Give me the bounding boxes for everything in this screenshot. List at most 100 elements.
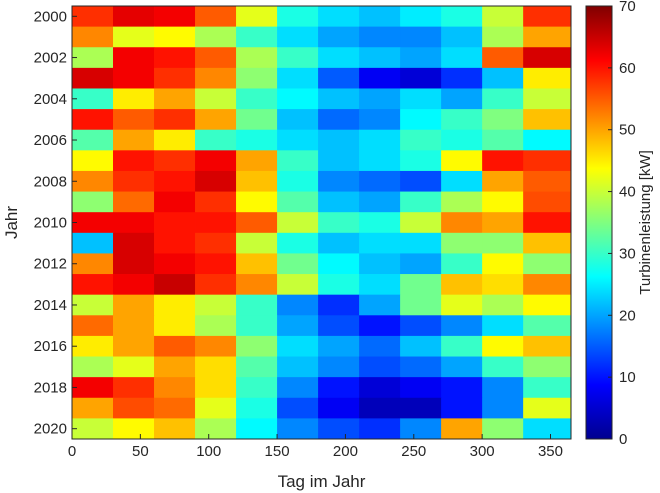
heatmap-cell bbox=[236, 315, 278, 337]
heatmap-cell bbox=[277, 397, 319, 419]
heatmap-cell bbox=[523, 315, 572, 337]
heatmap-cell bbox=[482, 274, 524, 296]
heatmap-cell bbox=[318, 315, 360, 337]
y-axis-label: Jahr bbox=[2, 206, 21, 239]
heatmap-cell bbox=[113, 88, 155, 110]
y-tick-label: 2012 bbox=[34, 256, 67, 273]
heatmap-cell bbox=[113, 67, 155, 89]
heatmap-cell bbox=[318, 129, 360, 151]
heatmap-cell bbox=[400, 47, 442, 69]
heatmap-cell bbox=[523, 253, 572, 275]
heatmap-cell bbox=[195, 6, 237, 28]
heatmap-cell bbox=[113, 335, 155, 357]
y-tick-label: 2020 bbox=[34, 421, 67, 438]
heatmap-cell bbox=[236, 253, 278, 275]
heatmap-cell bbox=[400, 170, 442, 192]
heatmap-cell bbox=[72, 253, 114, 275]
heatmap-cell bbox=[359, 315, 401, 337]
heatmap-cell bbox=[113, 397, 155, 419]
heatmap-cell bbox=[236, 6, 278, 28]
heatmap-cell bbox=[72, 356, 114, 378]
heatmap-cell bbox=[359, 356, 401, 378]
heatmap-cell bbox=[441, 253, 483, 275]
heatmap-cell bbox=[523, 356, 572, 378]
heatmap-cell bbox=[482, 47, 524, 69]
heatmap-cell bbox=[359, 129, 401, 151]
heatmap-cell bbox=[195, 26, 237, 48]
heatmap-cell bbox=[523, 191, 572, 213]
heatmap-cell bbox=[318, 294, 360, 316]
heatmap-cell bbox=[400, 335, 442, 357]
colorbar-tick-label: 10 bbox=[619, 369, 636, 386]
heatmap-cell bbox=[113, 47, 155, 69]
heatmap-cell bbox=[236, 274, 278, 296]
heatmap-cell bbox=[72, 150, 114, 172]
colorbar-gradient bbox=[585, 5, 613, 440]
heatmap-cell bbox=[154, 274, 196, 296]
heatmap-cell bbox=[482, 356, 524, 378]
heatmap-cell bbox=[113, 294, 155, 316]
heatmap-cell bbox=[482, 212, 524, 234]
heatmap-cell bbox=[154, 418, 196, 440]
heatmap-cell bbox=[72, 418, 114, 440]
heatmap-cell bbox=[400, 315, 442, 337]
colorbar-tick-label: 60 bbox=[619, 60, 636, 77]
heatmap-cell bbox=[318, 67, 360, 89]
heatmap-cell bbox=[72, 397, 114, 419]
heatmap-cell bbox=[318, 26, 360, 48]
y-tick-label: 2016 bbox=[34, 338, 67, 355]
heatmap-cell bbox=[318, 274, 360, 296]
heatmap-cell bbox=[277, 356, 319, 378]
heatmap-cell bbox=[154, 170, 196, 192]
heatmap-cell bbox=[441, 129, 483, 151]
heatmap-cell bbox=[523, 274, 572, 296]
heatmap-cell bbox=[154, 212, 196, 234]
colorbar-tick-label: 50 bbox=[619, 122, 636, 139]
heatmap-cell bbox=[236, 212, 278, 234]
heatmap-cell bbox=[441, 170, 483, 192]
heatmap-cell bbox=[359, 26, 401, 48]
y-tick-label: 2010 bbox=[34, 215, 67, 232]
heatmap-cell bbox=[400, 129, 442, 151]
heatmap-cell bbox=[400, 253, 442, 275]
heatmap-cell bbox=[359, 253, 401, 275]
heatmap-cell bbox=[523, 88, 572, 110]
heatmap-cell bbox=[154, 356, 196, 378]
heatmap-cell bbox=[482, 88, 524, 110]
heatmap-cell bbox=[277, 170, 319, 192]
heatmap-cell bbox=[523, 170, 572, 192]
heatmap-cell bbox=[277, 88, 319, 110]
y-tick-label: 2006 bbox=[34, 132, 67, 149]
heatmap-cell bbox=[195, 212, 237, 234]
heatmap-cell bbox=[195, 335, 237, 357]
heatmap-cell bbox=[195, 88, 237, 110]
heatmap-cell bbox=[113, 356, 155, 378]
heatmap-cell bbox=[72, 67, 114, 89]
heatmap-cell bbox=[482, 232, 524, 254]
heatmap-cell bbox=[482, 315, 524, 337]
heatmap-cell bbox=[236, 109, 278, 131]
heatmap-cell bbox=[113, 170, 155, 192]
heatmap-cell bbox=[359, 109, 401, 131]
heatmap-cell bbox=[441, 26, 483, 48]
heatmap-cell bbox=[236, 88, 278, 110]
heatmap-cell bbox=[236, 170, 278, 192]
heatmap-cell bbox=[482, 109, 524, 131]
heatmap-cell bbox=[277, 26, 319, 48]
heatmap-cell bbox=[277, 274, 319, 296]
heatmap-cell bbox=[441, 109, 483, 131]
heatmap-cell bbox=[72, 232, 114, 254]
heatmap-cell bbox=[277, 47, 319, 69]
heatmap-cell bbox=[72, 170, 114, 192]
heatmap-cell bbox=[277, 335, 319, 357]
y-tick-label: 2018 bbox=[34, 379, 67, 396]
heatmap-cell bbox=[277, 67, 319, 89]
heatmap-cell bbox=[236, 377, 278, 399]
heatmap-cell bbox=[441, 356, 483, 378]
heatmap-cell bbox=[318, 170, 360, 192]
heatmap-cell bbox=[359, 294, 401, 316]
y-tick-label: 2000 bbox=[34, 8, 67, 25]
heatmap-cell bbox=[441, 418, 483, 440]
x-tick-label: 50 bbox=[132, 443, 149, 460]
heatmap-cell bbox=[72, 274, 114, 296]
